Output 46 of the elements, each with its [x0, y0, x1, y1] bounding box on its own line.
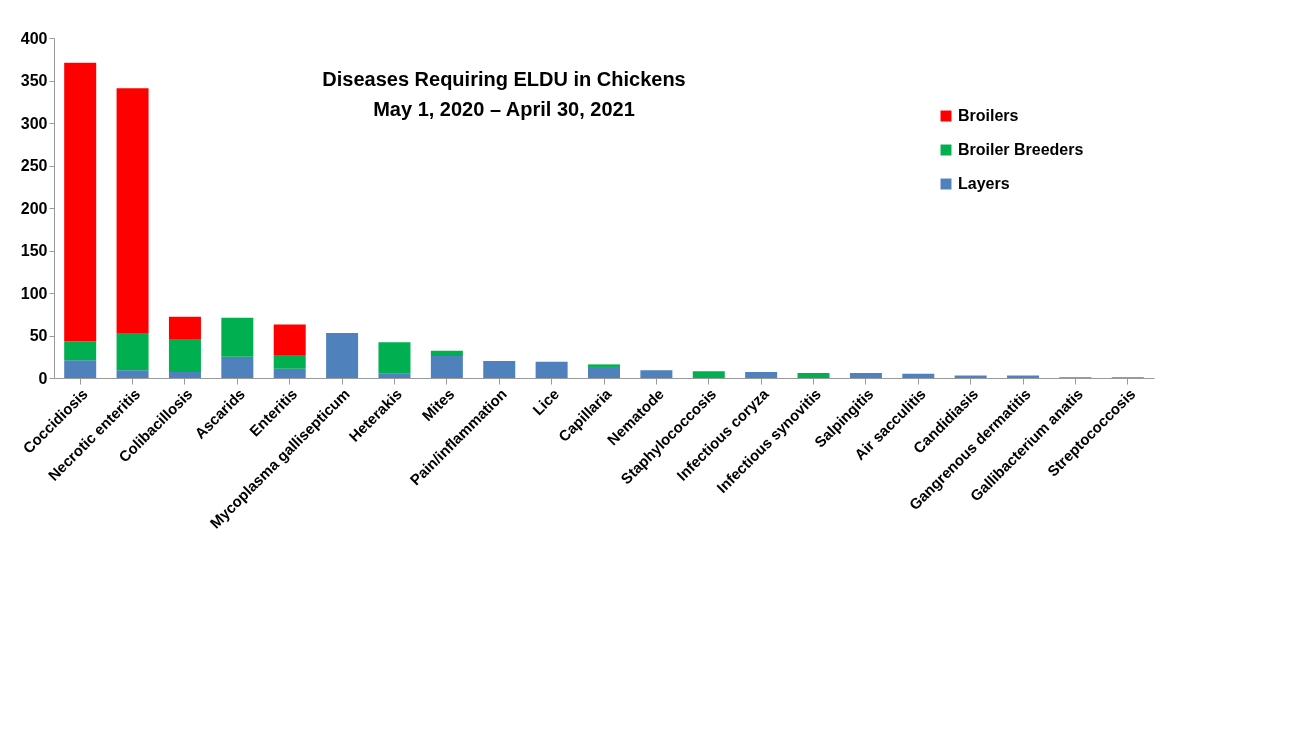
bar: [221, 356, 254, 378]
y-tick-label: 200: [20, 199, 48, 217]
bar: [168, 316, 201, 340]
bar: [954, 375, 987, 378]
bar: [221, 317, 254, 357]
bar: [116, 370, 149, 378]
bar: [326, 332, 359, 378]
bar: [378, 373, 411, 378]
bar: [483, 361, 516, 378]
bar: [273, 355, 306, 369]
y-tick-label: 50: [29, 327, 48, 344]
bar: [116, 332, 149, 371]
bar: [797, 372, 830, 378]
y-tick-label: 150: [20, 242, 48, 259]
bar: [745, 372, 778, 378]
bar: [116, 88, 149, 333]
text: May 1, 2020 – April 30, 2021: [373, 98, 635, 120]
y-tick-label: 100: [20, 284, 48, 302]
bar: [535, 361, 568, 378]
bar: [692, 371, 725, 378]
bar: [430, 355, 463, 378]
bar: [273, 368, 306, 378]
legend-label: Broilers: [958, 107, 1019, 124]
y-tick-label: 400: [20, 29, 48, 47]
y-tick-label: 300: [20, 114, 48, 132]
bar: [64, 62, 97, 342]
bar: [168, 372, 201, 378]
y-tick-label: 250: [20, 157, 48, 174]
bar: [430, 350, 463, 356]
bar: [640, 370, 673, 378]
x-tick-label: Lice: [528, 385, 563, 419]
bar: [1007, 375, 1040, 378]
bar: [902, 373, 935, 378]
bar: [588, 364, 620, 367]
legend-label: Layers: [958, 175, 1010, 192]
y-tick-label: 0: [38, 369, 48, 387]
bar: [168, 339, 201, 373]
legend-label: Broiler Breeders: [958, 141, 1084, 158]
bar: [849, 372, 882, 378]
bar: [378, 342, 411, 374]
y-tick-label: 350: [20, 72, 48, 89]
bar: [64, 341, 97, 361]
bar: [273, 324, 306, 356]
bar: [64, 360, 97, 378]
bar: [588, 366, 620, 378]
text: Diseases Requiring ELDU in Chickens: [322, 68, 686, 90]
